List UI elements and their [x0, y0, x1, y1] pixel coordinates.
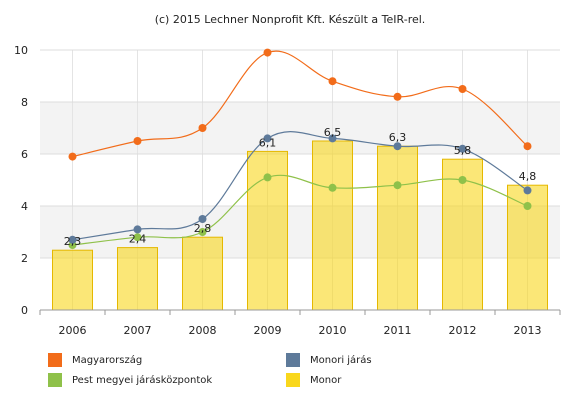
series-point — [328, 183, 337, 192]
bar — [117, 247, 158, 311]
series-point — [133, 225, 142, 234]
x-tick-label: 2012 — [449, 324, 477, 337]
series-point — [263, 48, 272, 57]
bar-data-label: 2,4 — [129, 233, 147, 246]
bar — [312, 140, 353, 311]
series-point — [458, 85, 467, 93]
y-tick-label: 2 — [21, 252, 28, 265]
plot-band — [40, 102, 560, 154]
legend-item-magyarorszag[interactable]: Magyarország — [48, 353, 142, 367]
series-point — [458, 176, 467, 184]
chart-title: (c) 2015 Lechner Nonprofit Kft. Készült … — [154, 13, 426, 26]
series-line — [72, 131, 528, 241]
legend-item-pest-megyei[interactable]: Pest megyei járásközpontok — [48, 373, 212, 387]
legend-item-monor[interactable]: Monor — [286, 373, 341, 387]
x-tick-label: 2010 — [319, 324, 347, 337]
x-tick-label: 2008 — [189, 324, 217, 337]
bar-data-label: 5,8 — [454, 144, 472, 157]
series-point — [263, 134, 272, 143]
series-point — [198, 124, 207, 132]
series-point — [458, 144, 467, 153]
series-point — [198, 228, 207, 236]
bar — [377, 145, 418, 311]
bar — [52, 249, 93, 311]
x-tick-label: 2007 — [124, 324, 152, 337]
x-tick-label: 2006 — [59, 324, 87, 337]
series-point — [393, 142, 402, 151]
series-point — [68, 152, 77, 161]
series-point — [133, 233, 142, 242]
chart-plot: 0 2 4 6 8 10 2,3 2,4 2,8 6,1 6,5 6,3 5,8 4,8 2006 2007 2… — [14, 44, 561, 337]
legend-swatch — [286, 373, 300, 387]
legend-label: Magyarország — [72, 354, 143, 366]
y-tick-label: 4 — [21, 200, 28, 213]
bar-data-label: 2,8 — [194, 222, 212, 235]
legend: Magyarország Monori járás Pest megyei já… — [0, 346, 580, 396]
bar-data-label: 4,8 — [519, 170, 537, 183]
y-tick-label: 0 — [21, 304, 28, 317]
series-point — [523, 142, 532, 151]
x-tick-label: 2011 — [384, 324, 412, 337]
bar — [182, 236, 223, 311]
series-point — [393, 181, 402, 190]
legend-label: Pest megyei járásközpontok — [72, 374, 213, 386]
bar-data-label: 6,5 — [324, 126, 342, 139]
bar-data-label: 6,3 — [389, 131, 407, 144]
bar-data-label: 6,1 — [259, 136, 277, 149]
series-point — [393, 92, 402, 101]
legend-label: Monor — [310, 374, 342, 386]
series-point — [133, 137, 142, 145]
bar — [442, 158, 483, 311]
legend-swatch — [48, 353, 62, 367]
y-tick-label: 8 — [21, 96, 28, 109]
plot-band — [40, 50, 560, 102]
series-line — [72, 174, 528, 246]
x-tick-label: 2009 — [254, 324, 282, 337]
series-point — [198, 215, 207, 223]
series-point — [523, 202, 532, 210]
y-tick-label: 6 — [21, 148, 28, 161]
x-tick-label: 2013 — [514, 324, 542, 337]
series-point — [328, 134, 337, 143]
series-point — [263, 173, 272, 182]
legend-label: Monori járás — [310, 354, 372, 366]
legend-swatch — [286, 353, 300, 367]
legend-swatch — [48, 373, 62, 387]
legend-item-monori-jaras[interactable]: Monori járás — [286, 353, 372, 367]
series-point — [328, 77, 337, 86]
series-point — [523, 186, 532, 195]
y-tick-label: 10 — [14, 44, 28, 57]
bar-data-label: 2,3 — [64, 235, 82, 248]
series-point — [68, 235, 77, 244]
